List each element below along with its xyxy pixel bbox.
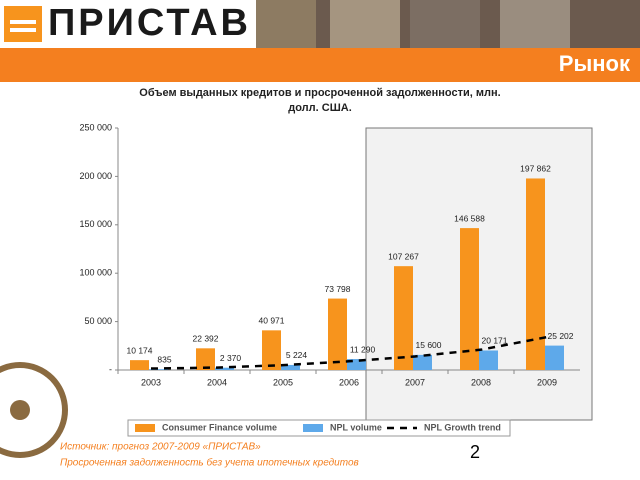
value-label: 20 171 — [482, 336, 508, 346]
value-label: 107 267 — [388, 251, 419, 261]
bar — [394, 266, 413, 370]
bar — [526, 178, 545, 370]
logo-text: ПРИСТАВ — [48, 2, 248, 44]
value-label: 11 290 — [350, 344, 376, 354]
value-label: 146 588 — [454, 213, 485, 223]
legend-label: NPL Growth trend — [424, 422, 501, 432]
section-bar — [0, 48, 640, 82]
value-label: 2 370 — [220, 353, 242, 363]
photo — [410, 0, 480, 48]
y-tick-label: 100 000 — [79, 268, 112, 278]
footer-source: Источник: прогноз 2007-2009 «ПРИСТАВ» — [60, 442, 261, 453]
x-tick-label: 2003 — [141, 377, 161, 387]
bar — [215, 367, 234, 370]
wheel — [0, 362, 68, 458]
x-tick-label: 2007 — [405, 377, 425, 387]
footer-note: Просроченная задолженность без учета ипо… — [60, 457, 359, 469]
x-tick-label: 2005 — [273, 377, 293, 387]
value-label: 22 392 — [193, 334, 219, 344]
y-tick-label: 50 000 — [84, 316, 112, 326]
legend-swatch — [135, 424, 155, 432]
value-label: 73 798 — [325, 284, 351, 294]
value-label: 10 174 — [127, 345, 153, 355]
y-tick-label: 150 000 — [79, 219, 112, 229]
page-number: 2 — [470, 442, 480, 462]
bar — [130, 360, 149, 370]
value-label: 15 600 — [416, 340, 442, 350]
y-tick-label: 200 000 — [79, 171, 112, 181]
bar — [479, 350, 498, 370]
value-label: 25 202 — [548, 331, 574, 341]
chart-title: Объем выданных кредитов и просроченной з… — [139, 87, 501, 114]
photo — [256, 0, 316, 48]
trend-line — [150, 335, 548, 370]
section-title: Рынок — [559, 51, 631, 76]
photo — [330, 0, 400, 48]
logo-stripe — [10, 20, 36, 24]
x-tick-label: 2008 — [471, 377, 491, 387]
x-tick-label: 2009 — [537, 377, 557, 387]
bar — [196, 348, 215, 370]
value-label: 835 — [157, 354, 171, 364]
bar — [149, 369, 168, 370]
bar — [413, 354, 432, 370]
x-tick-label: 2006 — [339, 377, 359, 387]
bar — [262, 330, 281, 370]
bar — [460, 228, 479, 370]
wheel-hub — [10, 400, 30, 420]
value-label: 40 971 — [259, 316, 285, 326]
legend-label: NPL volume — [330, 422, 382, 432]
bar — [328, 298, 347, 370]
bar — [281, 364, 300, 370]
legend-label: Consumer Finance volume — [162, 422, 277, 432]
logo-stripe — [10, 28, 36, 32]
photo — [500, 0, 570, 48]
bar — [347, 359, 366, 370]
value-label: 197 862 — [520, 164, 551, 174]
legend-swatch — [303, 424, 323, 432]
y-tick-label: 250 000 — [79, 122, 112, 132]
y-tick-label: - — [109, 364, 112, 374]
value-label: 5 224 — [286, 350, 308, 360]
x-tick-label: 2004 — [207, 377, 227, 387]
bar — [545, 345, 564, 370]
